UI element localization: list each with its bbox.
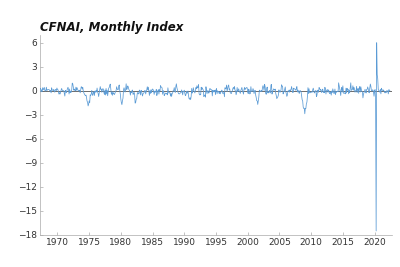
Text: CFNAI, Monthly Index: CFNAI, Monthly Index	[40, 21, 183, 34]
